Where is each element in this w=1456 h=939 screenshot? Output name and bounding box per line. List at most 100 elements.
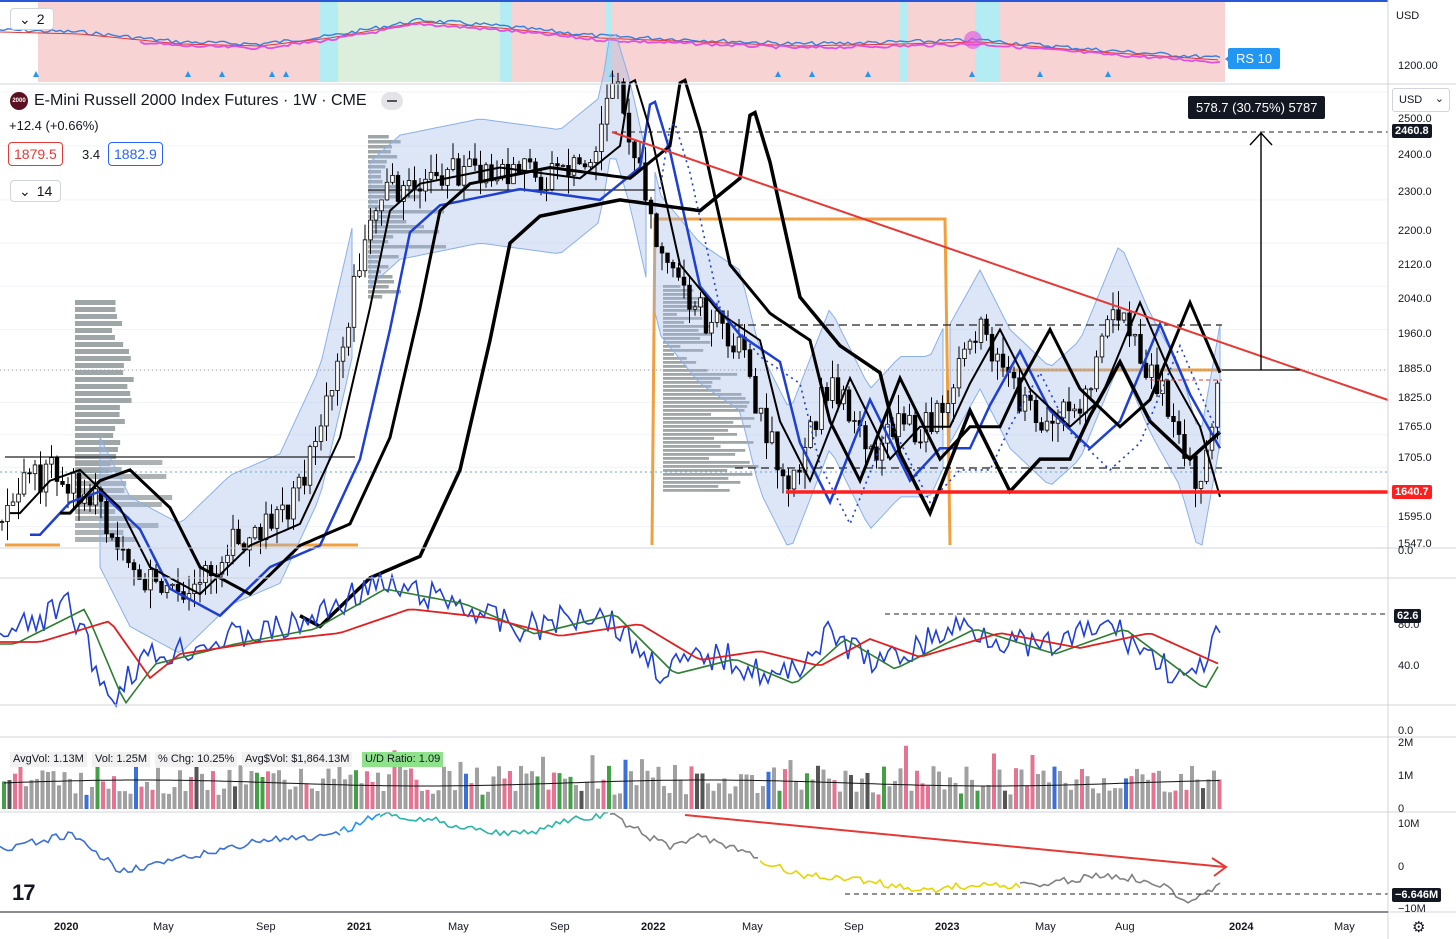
volume-bar	[1047, 782, 1051, 809]
volume-profile-bar	[75, 523, 159, 528]
indicators-collapse-button[interactable]: ⌄ 14	[10, 180, 62, 202]
volume-bar	[464, 773, 468, 809]
obv-line-teal	[379, 811, 609, 837]
volume-bar	[469, 783, 474, 809]
volume-bar	[68, 778, 72, 809]
more-options-icon[interactable]	[380, 92, 403, 110]
volume-bar	[376, 772, 380, 809]
volume-bar	[277, 770, 281, 809]
candle-body	[1182, 434, 1187, 459]
volume-bar	[689, 766, 694, 809]
volume-profile-bar	[663, 365, 687, 368]
currency-select[interactable]: USD ⌄	[1392, 88, 1450, 112]
volume-profile-bar	[368, 280, 395, 284]
candle-body	[577, 157, 582, 165]
volume-bar	[40, 770, 45, 809]
ema-blue-line	[30, 99, 1222, 618]
candle-body	[483, 164, 489, 184]
time-axis-label: Sep	[550, 921, 570, 933]
volume-bar	[975, 790, 980, 809]
candle-body	[1028, 394, 1033, 401]
rs-signal-arrow	[865, 71, 871, 77]
volume-profile-bar	[75, 481, 127, 486]
candle-body	[665, 252, 670, 263]
rsi-top-value: 0.0	[1398, 545, 1414, 557]
volume-profile-bar	[75, 363, 124, 368]
candle-body	[1050, 420, 1055, 424]
candle-body	[813, 421, 819, 430]
candle-body	[1000, 353, 1006, 368]
volume-profile-bar	[663, 341, 711, 344]
volume-bar	[156, 767, 160, 809]
volume-profile-bar	[663, 429, 729, 432]
rs-background-band	[500, 2, 512, 82]
bid-price[interactable]: 1879.5	[8, 142, 63, 166]
volume-bar	[898, 768, 903, 809]
candle-body	[148, 569, 153, 591]
candle-body	[731, 345, 736, 353]
candle-body	[109, 533, 115, 538]
rsi-moving-average	[0, 608, 1219, 680]
rs-background-band	[512, 2, 605, 82]
candle-body	[907, 414, 912, 425]
volume-bar	[106, 788, 111, 809]
volume-bar	[909, 790, 914, 809]
currency-label-top: USD	[1396, 10, 1420, 22]
volume-profile-bar	[663, 313, 677, 316]
volume-bar	[1041, 770, 1046, 809]
volume-bar	[1162, 791, 1167, 809]
candle-body	[626, 112, 632, 143]
volume-bar	[13, 773, 17, 809]
candle-body	[54, 457, 60, 482]
volume-profile-bar	[75, 495, 173, 500]
settings-gear-icon[interactable]: ⚙	[1412, 919, 1426, 936]
candle-body	[71, 472, 76, 494]
support-marker: 1640.7	[1392, 485, 1432, 499]
volume-profile-bar	[75, 440, 121, 445]
volume-bar	[332, 778, 336, 809]
candle-body	[945, 403, 951, 413]
candle-body	[973, 340, 978, 343]
volume-bar	[585, 781, 589, 809]
candle-body	[379, 199, 384, 212]
symbol-title[interactable]: E-Mini Russell 2000 Index Futures · 1W ·…	[34, 92, 367, 109]
ask-price[interactable]: 1882.9	[108, 142, 163, 166]
candle-body	[401, 185, 406, 202]
candle-body	[472, 158, 478, 166]
volume-profile-bar	[75, 447, 118, 452]
volume-profile-bar	[75, 426, 116, 431]
volume-bar	[414, 779, 419, 809]
volume-bar	[299, 768, 303, 809]
sma-short-line	[10, 78, 1221, 596]
volume-bar	[920, 783, 925, 809]
candle-body	[505, 163, 511, 185]
obv-line-gray	[609, 812, 671, 850]
time-axis-label: 2020	[54, 921, 79, 933]
candle-body	[450, 158, 456, 170]
volume-bar	[1091, 788, 1095, 809]
candle-body	[747, 349, 753, 377]
volume-bar	[1190, 765, 1194, 809]
price-tick: 2200.0	[1398, 225, 1432, 237]
candle-body	[269, 513, 274, 529]
tradingview-logo-icon[interactable]: 17	[12, 880, 36, 905]
candle-body	[390, 174, 395, 183]
volume-bar	[876, 794, 881, 809]
rs-pane-collapse-button[interactable]: ⌄ 2	[10, 8, 54, 30]
candle-body	[5, 504, 10, 522]
volume-bar	[854, 791, 859, 809]
rs-signal-arrow	[219, 71, 225, 77]
volume-profile-bar	[663, 301, 704, 304]
candle-body	[285, 504, 291, 520]
volume-bar	[1206, 779, 1211, 809]
measure-arrow-head	[1249, 131, 1273, 146]
obv-line-gray	[1019, 872, 1221, 904]
volume-profile-bar	[663, 485, 719, 488]
candle-body	[384, 181, 390, 201]
volume-bar	[431, 793, 435, 809]
volume-bar	[519, 765, 523, 809]
candle-body	[1143, 362, 1149, 378]
volume-bar	[634, 785, 639, 809]
candle-body	[1061, 401, 1066, 419]
